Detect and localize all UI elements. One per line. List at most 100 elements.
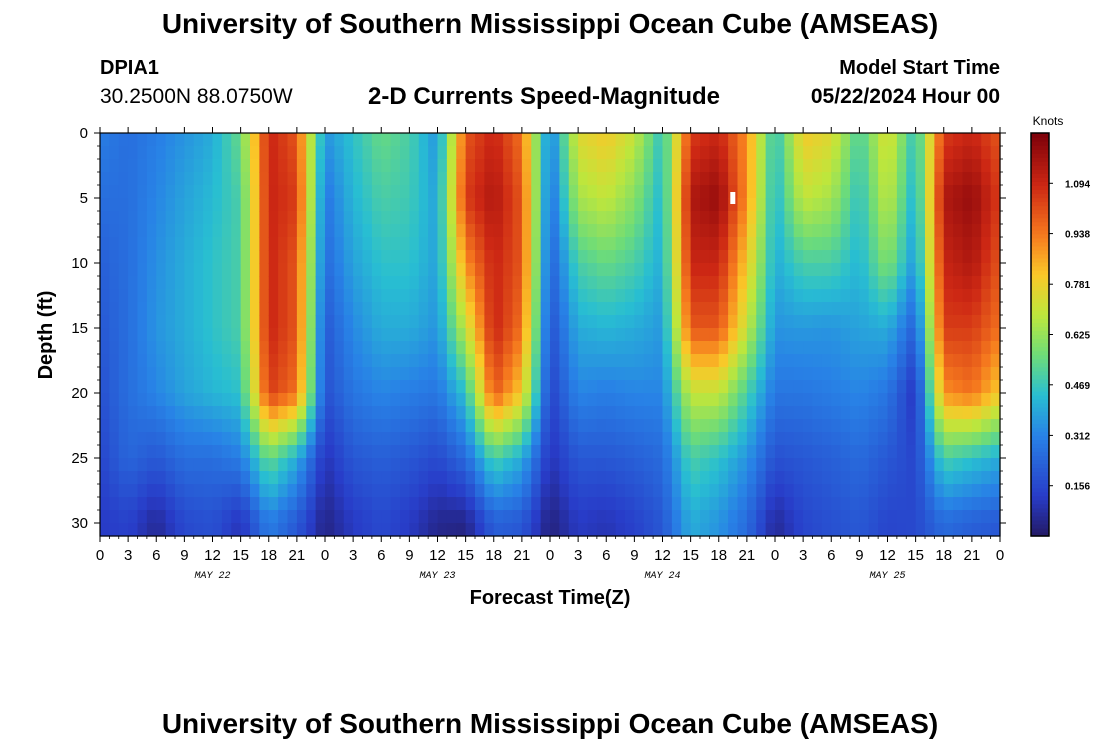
heatmap-cell xyxy=(634,523,645,537)
heatmap-cell xyxy=(400,458,410,472)
heatmap-cell xyxy=(962,159,973,173)
heatmap-cell xyxy=(625,146,635,160)
heatmap-cell xyxy=(606,510,617,524)
heatmap-cell xyxy=(550,341,560,355)
heatmap-cell xyxy=(568,380,579,394)
heatmap-cell xyxy=(353,302,364,316)
heatmap-cell xyxy=(934,393,945,407)
heatmap-cell xyxy=(559,211,570,225)
heatmap-cell xyxy=(596,185,607,199)
heatmap-cell xyxy=(446,497,457,511)
heatmap-cell xyxy=(193,315,204,329)
heatmap-cell xyxy=(681,393,692,407)
heatmap-cell xyxy=(175,432,185,446)
heatmap-cell xyxy=(681,289,692,303)
heatmap-cell xyxy=(643,510,654,524)
heatmap-cell xyxy=(512,393,523,407)
heatmap-cell xyxy=(306,289,317,303)
heatmap-cell xyxy=(962,146,973,160)
heatmap-cell xyxy=(409,172,420,186)
heatmap-cell xyxy=(868,471,879,485)
heatmap-cell xyxy=(550,146,560,160)
heatmap-cell xyxy=(240,250,251,264)
heatmap-cell xyxy=(681,159,692,173)
heatmap-cell xyxy=(362,276,373,290)
heatmap-cell xyxy=(784,315,795,329)
heatmap-cell xyxy=(821,367,832,381)
heatmap-cell xyxy=(737,211,748,225)
heatmap-cell xyxy=(981,354,992,368)
heatmap-cell xyxy=(268,224,279,238)
heatmap-cell xyxy=(418,185,429,199)
heatmap-cell xyxy=(915,419,926,433)
heatmap-cell xyxy=(934,146,945,160)
heatmap-cell xyxy=(775,146,785,160)
heatmap-cell xyxy=(315,224,326,238)
heatmap-cell xyxy=(831,250,842,264)
heatmap-cell xyxy=(643,406,654,420)
heatmap-cell xyxy=(353,419,364,433)
heatmap-cell xyxy=(587,341,598,355)
heatmap-cell xyxy=(259,276,270,290)
heatmap-cell xyxy=(184,341,195,355)
heatmap-cell xyxy=(175,367,185,381)
heatmap-cell xyxy=(868,341,879,355)
heatmap-cell xyxy=(906,302,917,316)
heatmap-cell xyxy=(521,497,532,511)
heatmap-cell xyxy=(981,458,992,472)
heatmap-cell xyxy=(418,393,429,407)
colorbar-segment xyxy=(1031,394,1049,400)
heatmap-cell xyxy=(278,328,289,342)
heatmap-cell xyxy=(784,263,795,277)
colorbar-segment xyxy=(1031,523,1049,529)
heatmap-cell xyxy=(634,289,645,303)
heatmap-cell xyxy=(878,406,889,420)
heatmap-cell xyxy=(259,172,270,186)
heatmap-cell xyxy=(775,224,785,238)
heatmap-cell xyxy=(371,198,382,212)
heatmap-cell xyxy=(587,484,598,498)
heatmap-cell xyxy=(334,198,345,212)
heatmap-cell xyxy=(812,198,823,212)
heatmap-cell xyxy=(953,393,964,407)
heatmap-cell xyxy=(896,315,907,329)
heatmap-cell xyxy=(671,276,682,290)
heatmap-cell xyxy=(756,263,767,277)
heatmap-cell xyxy=(137,328,148,342)
heatmap-cell xyxy=(231,393,242,407)
heatmap-cell xyxy=(203,445,214,459)
heatmap-cell xyxy=(896,133,907,147)
heatmap-cell xyxy=(343,510,354,524)
heatmap-cell xyxy=(831,146,842,160)
heatmap-cell xyxy=(971,523,982,537)
heatmap-cell xyxy=(746,211,757,225)
heatmap-cell xyxy=(700,497,710,511)
heatmap-cell xyxy=(381,198,392,212)
heatmap-cell xyxy=(400,393,410,407)
heatmap-cell xyxy=(315,380,326,394)
heatmap-cell xyxy=(821,432,832,446)
heatmap-cell xyxy=(446,198,457,212)
heatmap-cell xyxy=(765,367,776,381)
heatmap-cell xyxy=(493,393,504,407)
heatmap-cell xyxy=(803,471,814,485)
heatmap-cell xyxy=(128,380,139,394)
heatmap-cell xyxy=(278,445,289,459)
heatmap-cell xyxy=(906,510,917,524)
heatmap-cell xyxy=(250,380,260,394)
heatmap-cell xyxy=(765,328,776,342)
heatmap-cell xyxy=(840,380,851,394)
heatmap-cell xyxy=(896,484,907,498)
heatmap-cell xyxy=(184,133,195,147)
heatmap-cell xyxy=(831,224,842,238)
heatmap-cell xyxy=(334,185,345,199)
heatmap-cell xyxy=(212,471,223,485)
heatmap-cell xyxy=(184,276,195,290)
heatmap-cell xyxy=(981,250,992,264)
heatmap-cell xyxy=(118,133,129,147)
heatmap-cell xyxy=(765,237,776,251)
heatmap-cell xyxy=(156,354,167,368)
heatmap-cell xyxy=(118,224,129,238)
heatmap-cell xyxy=(793,185,804,199)
heatmap-cell xyxy=(812,367,823,381)
